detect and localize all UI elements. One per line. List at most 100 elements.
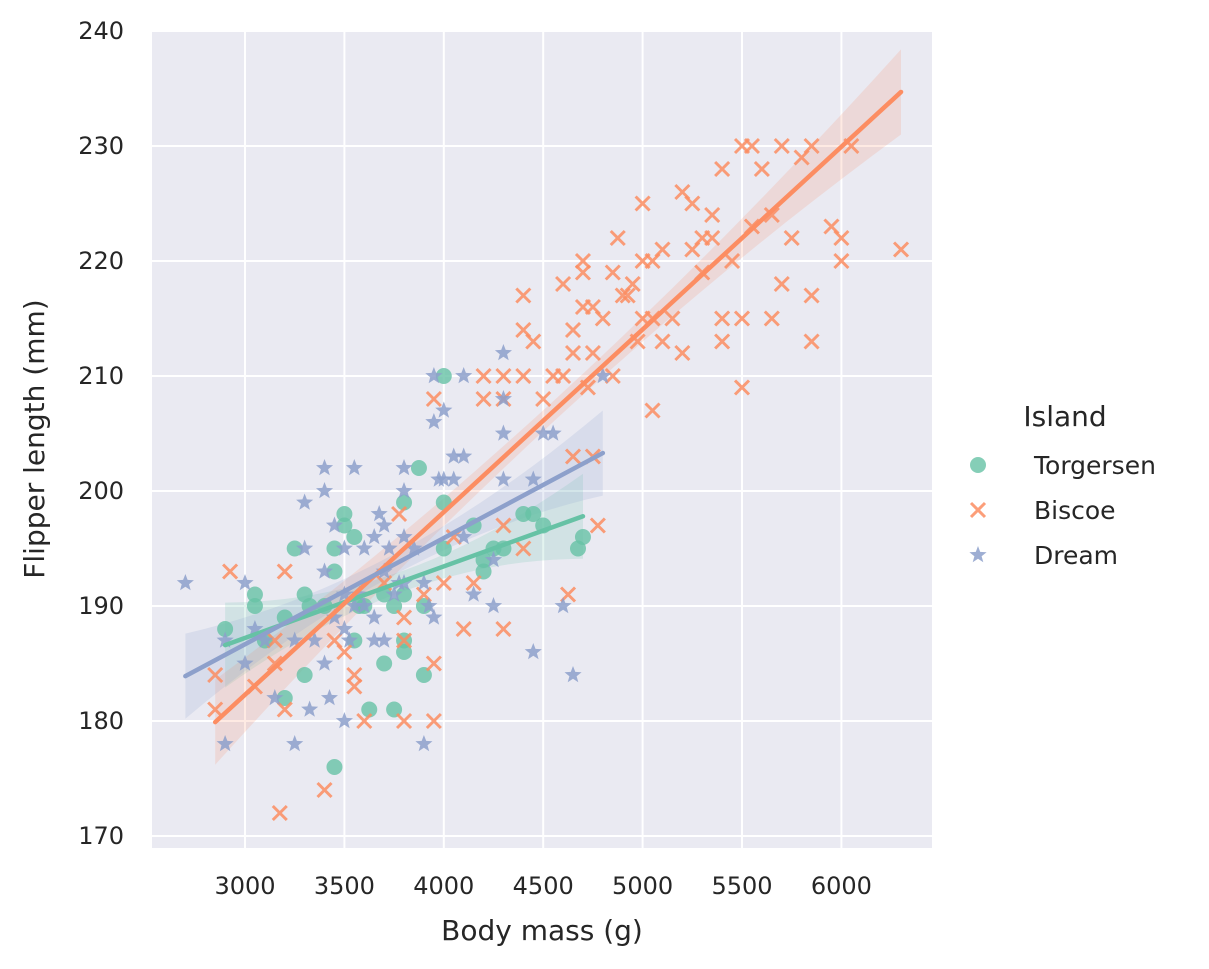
x-axis-label: Body mass (g) bbox=[441, 914, 643, 947]
biscoe-point bbox=[555, 367, 572, 385]
biscoe-point bbox=[763, 310, 780, 327]
dream-point bbox=[395, 528, 413, 545]
biscoe-point bbox=[336, 643, 353, 661]
torgersen-point bbox=[246, 586, 263, 603]
dream-point bbox=[296, 493, 314, 510]
dream-point bbox=[534, 424, 552, 441]
dream-point bbox=[350, 585, 368, 602]
torgersen-point bbox=[346, 529, 363, 545]
torgersen-point bbox=[475, 552, 492, 568]
biscoe-point bbox=[435, 574, 452, 592]
biscoe-point bbox=[763, 206, 780, 224]
biscoe-point bbox=[515, 540, 532, 557]
biscoe-point bbox=[723, 252, 741, 270]
y-tick-label: 170 bbox=[78, 822, 124, 850]
dream-point bbox=[494, 424, 512, 441]
dream-point bbox=[494, 344, 512, 361]
biscoe-point bbox=[833, 252, 850, 270]
dream-point bbox=[370, 505, 388, 522]
dream-point bbox=[405, 539, 423, 556]
torgersen-point bbox=[435, 368, 452, 384]
dream-point bbox=[484, 597, 503, 614]
torgersen-point bbox=[525, 506, 542, 522]
legend-item-biscoe: Biscoe bbox=[969, 496, 1116, 525]
biscoe-point bbox=[594, 310, 611, 327]
biscoe-point bbox=[515, 367, 532, 385]
biscoe-point bbox=[733, 310, 751, 327]
dream-point bbox=[320, 689, 338, 706]
x-tick-label: 4000 bbox=[413, 872, 474, 900]
dream-point bbox=[484, 551, 503, 568]
biscoe-point bbox=[714, 310, 731, 327]
biscoe-point bbox=[515, 287, 532, 304]
dream-point bbox=[395, 482, 413, 499]
dream-point bbox=[335, 539, 353, 556]
dream-point bbox=[425, 413, 443, 430]
biscoe-point bbox=[574, 252, 592, 270]
biscoe-point bbox=[356, 712, 373, 730]
biscoe-point bbox=[271, 804, 288, 822]
biscoe-point bbox=[266, 632, 283, 649]
dream-point bbox=[385, 585, 403, 602]
torgersen-point bbox=[326, 759, 343, 775]
biscoe-point bbox=[773, 137, 790, 155]
legend-marker-torgersen bbox=[970, 457, 986, 473]
y-tick-label: 240 bbox=[78, 17, 124, 45]
biscoe-point bbox=[634, 195, 651, 212]
biscoe-point bbox=[803, 333, 820, 350]
torgersen-point bbox=[361, 701, 378, 718]
biscoe-point bbox=[395, 632, 413, 649]
biscoe-point bbox=[564, 321, 582, 339]
torgersen-point bbox=[376, 655, 393, 672]
dream-point bbox=[301, 700, 319, 717]
biscoe-point bbox=[609, 229, 626, 247]
legend-marker-biscoe bbox=[969, 501, 987, 519]
biscoe-point bbox=[495, 517, 512, 534]
dream-regression-line bbox=[183, 450, 606, 679]
legend-items: Torgersen Biscoe Dream bbox=[969, 451, 1156, 570]
biscoe-point bbox=[654, 241, 671, 258]
grid bbox=[152, 30, 932, 848]
dream-point bbox=[365, 528, 383, 545]
biscoe-point bbox=[316, 781, 333, 799]
biscoe-point bbox=[425, 390, 442, 408]
biscoe-point bbox=[684, 195, 701, 212]
dream-point bbox=[325, 608, 343, 625]
dream-point bbox=[236, 654, 254, 671]
biscoe-point bbox=[495, 367, 512, 385]
legend-label-torgersen: Torgersen bbox=[1033, 451, 1156, 480]
dream-point bbox=[415, 574, 433, 591]
dream-point bbox=[445, 470, 463, 487]
dream-point bbox=[455, 528, 473, 545]
torgersen-point bbox=[326, 540, 343, 557]
dream-point bbox=[216, 631, 234, 648]
biscoe-point bbox=[564, 344, 582, 362]
torgersen-point bbox=[574, 529, 591, 545]
dream-point bbox=[316, 562, 334, 579]
dream-point bbox=[345, 597, 363, 614]
biscoe-point bbox=[584, 344, 601, 362]
biscoe-point bbox=[743, 137, 761, 155]
y-tick-label: 220 bbox=[78, 247, 124, 275]
biscoe-point bbox=[704, 229, 721, 247]
biscoe-point bbox=[604, 367, 621, 385]
y-tick-labels: 170 180 190 200 210 220 230 240 bbox=[78, 17, 124, 850]
dream-point bbox=[316, 654, 334, 671]
legend-item-dream: Dream bbox=[969, 541, 1118, 570]
biscoe-point bbox=[346, 678, 363, 695]
torgersen-point bbox=[276, 690, 293, 706]
dream-point bbox=[365, 631, 383, 648]
biscoe-point bbox=[455, 620, 472, 638]
biscoe-point bbox=[495, 620, 512, 638]
biscoe-point bbox=[654, 333, 671, 350]
dream-point bbox=[306, 631, 324, 648]
biscoe-point bbox=[803, 137, 820, 155]
dream-point bbox=[524, 643, 542, 660]
biscoe-point bbox=[346, 666, 363, 684]
torgersen-point bbox=[217, 621, 234, 637]
dream-point bbox=[246, 620, 264, 637]
biscoe-point bbox=[574, 264, 592, 281]
biscoe-point bbox=[773, 275, 790, 293]
dream-point bbox=[415, 735, 433, 752]
